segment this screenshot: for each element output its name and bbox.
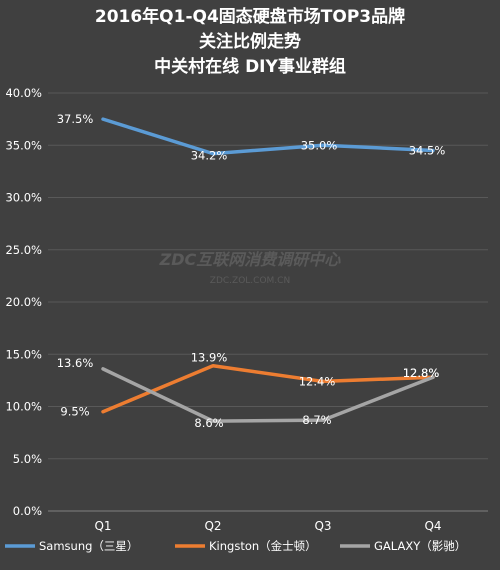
y-tick-label: 25.0% [5,243,42,257]
data-label: 34.2% [191,149,228,163]
y-axis: 0.0% 5.0% 10.0% 15.0% 20.0% 25.0% 30.0% 35.0% 40… [5,86,42,518]
legend: Samsung（三星） Kingston（金士顿） GALAXY（影驰） [5,539,466,553]
legend-label: Samsung（三星） [39,539,138,553]
y-tick-label: 35.0% [5,138,42,152]
y-tick-label: 5.0% [13,452,42,466]
data-labels: 37.5% 34.2% 35.0% 34.5% 9.5% 13.9% 12.4% 12.8% 1… [57,112,446,430]
data-label: 13.9% [191,351,228,365]
y-tick-label: 30.0% [5,191,42,205]
y-tick-label: 0.0% [13,504,42,518]
data-label: 13.6% [57,356,94,370]
legend-item-1: Samsung（三星） [5,539,138,553]
series-line-3 [101,367,435,423]
data-label: 9.5% [60,405,89,419]
data-label: 35.0% [301,138,338,152]
data-label: 8.7% [302,413,331,427]
watermark: ZDC互联网消费调研中心 ZDC.ZOL.COM.CN [159,250,342,286]
legend-label: Kingston（金士顿） [209,539,317,553]
x-tick-label: Q4 [424,519,441,533]
chart-title-line-1: 2016年Q1-Q4固态硬盘市场TOP3品牌 [95,6,405,27]
y-tick-label: 15.0% [5,347,42,361]
data-label: 12.8% [403,366,440,380]
chart-title-line-3: 中关村在线 DIY事业群组 [154,56,346,77]
series-lines [101,117,435,423]
chart-title-line-2: 关注比例走势 [199,31,301,52]
x-tick-label: Q2 [204,519,221,533]
data-label: 8.6% [194,416,223,430]
legend-item-2: Kingston（金士顿） [175,539,317,553]
x-axis: Q1 Q2 Q3 Q4 [94,519,441,533]
x-tick-label: Q1 [94,519,111,533]
series-line-1 [101,117,435,156]
watermark-title: ZDC互联网消费调研中心 [159,250,342,269]
data-label: 37.5% [57,112,94,126]
y-tick-label: 20.0% [5,295,42,309]
series-line-2 [101,363,435,414]
data-label: 12.4% [299,374,336,388]
legend-item-3: GALAXY（影驰） [340,539,466,553]
legend-label: GALAXY（影驰） [374,539,466,553]
x-tick-label: Q3 [314,519,331,533]
y-tick-label: 10.0% [5,400,42,414]
data-label: 34.5% [409,143,446,157]
gridlines [48,92,488,512]
data-label: 12.8% [403,366,440,380]
watermark-url: ZDC.ZOL.COM.CN [210,276,290,286]
y-tick-label: 40.0% [5,86,42,100]
